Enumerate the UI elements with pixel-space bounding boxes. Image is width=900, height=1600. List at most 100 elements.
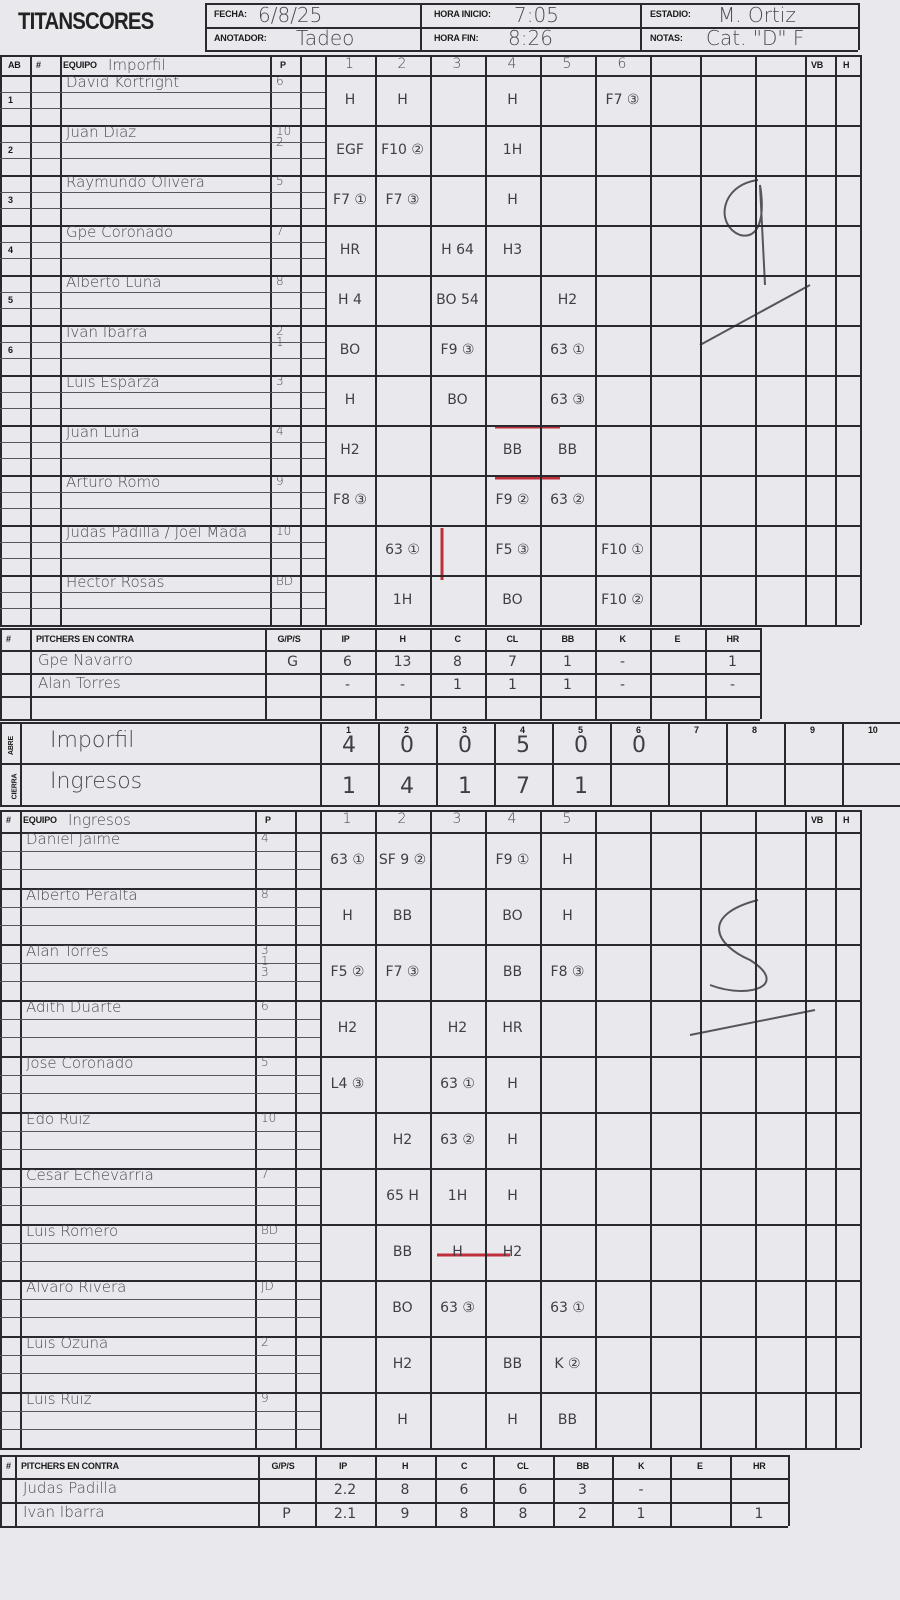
grid-line <box>0 1373 320 1375</box>
at-bat-result: BB <box>502 964 523 980</box>
at-bat-result: BO <box>502 908 523 924</box>
pitcher-col-header: E <box>697 1461 703 1471</box>
scoreboard-team-name: Ingresos <box>50 769 143 794</box>
player-name: Arturo Romo <box>66 473 161 491</box>
pitcher-stat: 6 <box>459 1482 469 1498</box>
player-name: Luis Ruiz <box>26 1390 92 1408</box>
notas-value: Cat. "D" F <box>706 26 805 50</box>
grid-line <box>436 722 438 805</box>
grid-line <box>0 625 860 627</box>
pitcher-stat: 1 <box>563 653 572 670</box>
grid-line <box>375 55 377 625</box>
grid-line <box>640 3 642 50</box>
player-name: Alberto Luna <box>66 273 162 291</box>
at-bat-result: H <box>344 392 356 408</box>
inning-header: 2 <box>397 811 407 827</box>
at-bat-result: BB <box>392 1244 413 1260</box>
at-bat-result: F9 ① <box>495 852 530 868</box>
at-bat-result: H <box>452 1244 463 1260</box>
pitcher-stat: 6 <box>518 1482 528 1498</box>
grid-line <box>730 1455 732 1526</box>
at-bat-result: H2 <box>447 1020 468 1036</box>
col-header-p: P <box>265 815 271 825</box>
player-position: 2 1 <box>276 324 284 349</box>
pitcher-col-header: BB <box>576 1461 590 1471</box>
grid-line <box>0 508 325 510</box>
grid-line <box>0 962 320 964</box>
player-name: Luis Esparza <box>66 373 160 391</box>
at-bat-result: 63 ① <box>385 542 420 558</box>
player-position: 2 <box>261 1335 269 1349</box>
player-name: Cesar Echevarria <box>26 1166 154 1184</box>
inning-header: 4 <box>507 56 517 72</box>
pitcher-stat: 8 <box>453 653 462 670</box>
pitcher-stat: 2 <box>578 1506 587 1522</box>
grid-line <box>0 91 325 93</box>
player-position: 10 <box>276 524 292 538</box>
grid-line <box>493 1455 495 1526</box>
grid-line <box>0 810 2 1448</box>
grid-line <box>700 810 702 1448</box>
grid-line <box>860 55 862 625</box>
grid-line <box>0 441 325 443</box>
pitcher-stat: 1 <box>453 676 462 693</box>
at-bat-result: 63 ① <box>330 852 365 868</box>
at-bat-result: 1H <box>392 592 413 608</box>
player-name: Raymundo Olivera <box>66 173 205 191</box>
pitcher-col-header: CL <box>517 1461 529 1471</box>
scoreboard-inning-header: 5 <box>578 725 583 735</box>
grid-line <box>595 628 597 719</box>
grid-line <box>485 810 487 1448</box>
hora-inicio-value: 7:05 <box>514 3 559 27</box>
batting-order: 2 <box>8 145 13 155</box>
grid-line <box>375 1455 377 1526</box>
col-header-ab: AB <box>8 60 21 70</box>
at-bat-result: K ② <box>554 1356 581 1372</box>
col-header-vb: VB <box>811 60 824 70</box>
grid-line <box>0 358 325 360</box>
player-name: David Kortright <box>66 73 180 91</box>
grid-line <box>315 1455 317 1526</box>
grid-line <box>0 1448 860 1450</box>
grid-line <box>755 55 757 625</box>
grid-line <box>805 55 807 625</box>
at-bat-result: H3 <box>502 242 523 258</box>
pitcher-stat: 13 <box>393 653 412 670</box>
inning-runs: 0 <box>400 732 414 758</box>
grid-line <box>760 628 762 719</box>
grid-line <box>0 341 325 343</box>
player-position: 7 <box>261 1167 269 1181</box>
player-position: 3 1 3 <box>261 943 269 979</box>
batting-order: 1 <box>8 95 13 105</box>
grid-line <box>20 722 22 805</box>
at-bat-result: F8 ③ <box>333 492 367 508</box>
grid-line <box>0 1502 788 1504</box>
inning-runs: 1 <box>574 773 588 799</box>
at-bat-result: BB <box>557 442 578 458</box>
grid-line <box>755 810 757 1448</box>
at-bat-result: L4 ③ <box>330 1076 365 1092</box>
estadio-label: ESTADIO: <box>650 9 691 19</box>
grid-line <box>0 291 325 293</box>
team-name: Imporfil <box>108 56 166 74</box>
at-bat-result: 63 ② <box>440 1132 475 1148</box>
at-bat-result: 1H <box>447 1188 468 1204</box>
pitcher-col-header: HR <box>753 1461 766 1471</box>
grid-line <box>0 869 320 871</box>
player-position: 5 <box>276 174 284 188</box>
col-header-num: # <box>6 815 11 825</box>
pitcher-name: Alan Torres <box>38 674 121 692</box>
grid-line <box>320 628 322 719</box>
at-bat-result: H2 <box>337 1020 358 1036</box>
at-bat-result: H <box>562 908 573 924</box>
inning-runs: 4 <box>342 732 356 758</box>
player-position: 10 <box>261 1111 277 1125</box>
at-bat-result: H 64 <box>441 242 474 258</box>
grid-line <box>430 810 432 1448</box>
grid-line <box>295 810 297 1448</box>
pitcher-stat: 8 <box>400 1482 410 1498</box>
grid-line <box>552 722 554 805</box>
grid-line <box>0 1242 320 1244</box>
at-bat-result: F10 ② <box>601 592 644 608</box>
at-bat-result: F8 ③ <box>550 964 585 980</box>
